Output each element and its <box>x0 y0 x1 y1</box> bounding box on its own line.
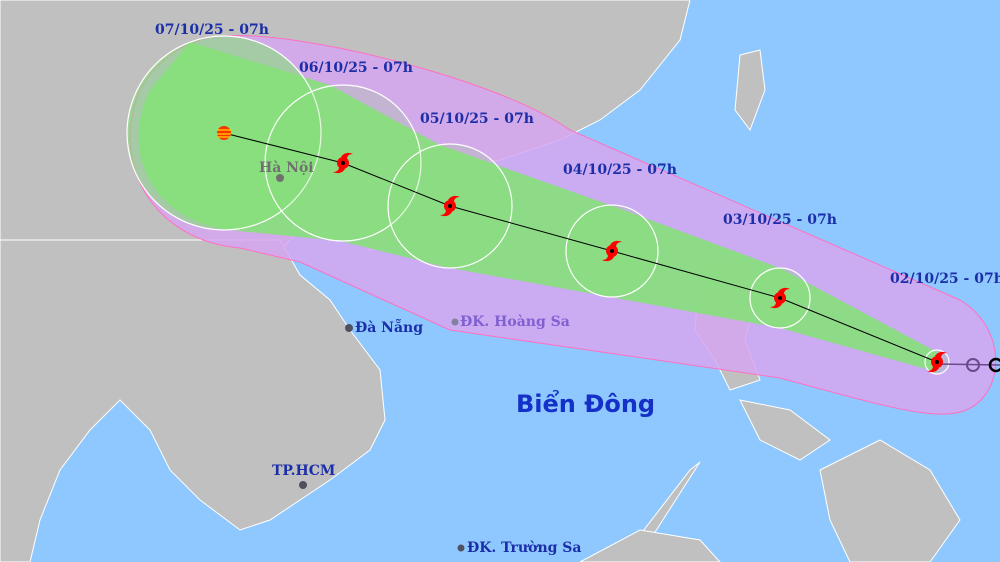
hcm-label: TP.HCM <box>272 463 336 479</box>
past-position-icon <box>966 358 980 372</box>
hoangsa-marker <box>451 318 459 326</box>
forecast-label-0710: 07/10/25 - 07h <box>155 22 269 38</box>
forecast-label-0510: 05/10/25 - 07h <box>420 111 534 127</box>
truongsa-marker <box>457 544 465 552</box>
forecast-label-0610: 06/10/25 - 07h <box>299 60 413 76</box>
visayas <box>739 399 831 461</box>
truongsa-label: ĐK. Trường Sa <box>467 540 582 556</box>
forecast-label-0210: 02/10/25 - 07h <box>890 271 1000 287</box>
indochina <box>0 239 386 562</box>
borneo <box>579 529 721 562</box>
typhoon-icon <box>333 152 353 174</box>
sea-label: Biển Đông <box>516 390 656 418</box>
palawan <box>639 461 701 541</box>
hoangsa-label: ĐK. Hoàng Sa <box>460 314 570 330</box>
hcm-marker <box>299 481 307 489</box>
typhoon-icon <box>602 240 622 262</box>
hanoi-marker <box>276 174 284 182</box>
mindanao <box>819 439 961 562</box>
typhoon-icon <box>927 351 947 373</box>
typhoon-icons <box>333 152 947 373</box>
typhoon-icon <box>770 287 790 309</box>
danang-label: Đà Nẵng <box>355 320 424 336</box>
taiwan <box>734 49 766 132</box>
danang-marker <box>345 324 353 332</box>
forecast-label-0310: 03/10/25 - 07h <box>723 212 837 228</box>
past-position-icon <box>988 357 1000 373</box>
strong-wind-zone <box>138 42 938 372</box>
typhoon-icon <box>440 195 460 217</box>
forecast-label-0410: 04/10/25 - 07h <box>563 162 677 178</box>
forecast-track <box>223 132 938 363</box>
hanoi-label: Hà Nội <box>259 160 314 176</box>
storm-weakening-icon <box>217 126 231 140</box>
